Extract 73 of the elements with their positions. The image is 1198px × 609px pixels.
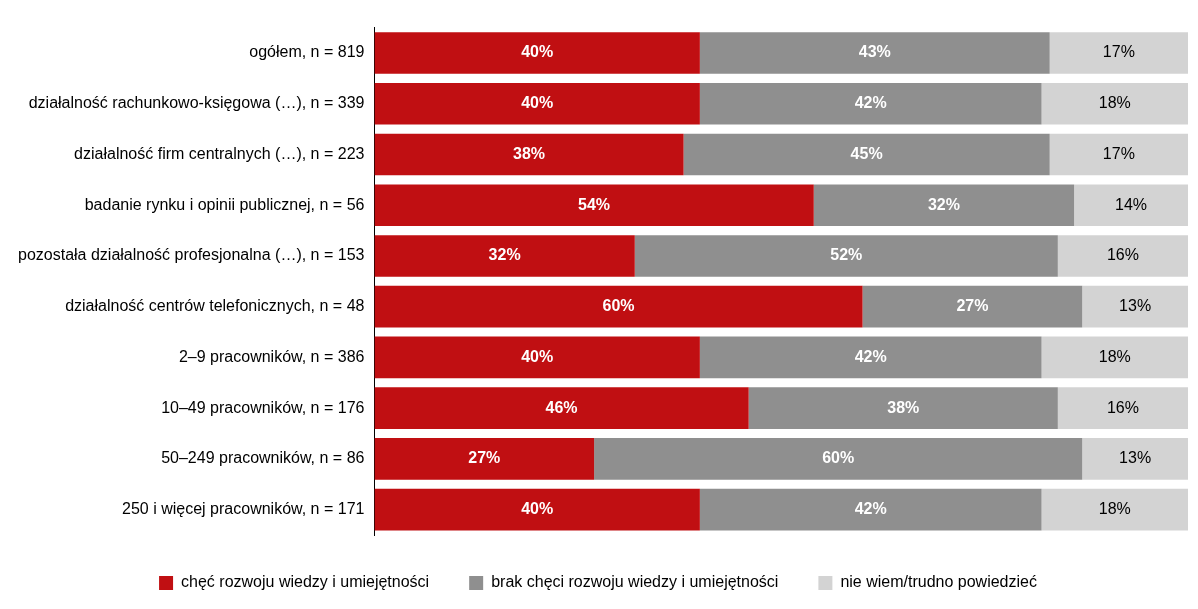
legend-label: chęć rozwoju wiedzy i umiejętności (181, 573, 430, 591)
data-label: 40% (521, 500, 554, 518)
data-label: 32% (488, 246, 521, 264)
bar (683, 133, 1050, 176)
bar (1041, 336, 1188, 379)
data-label: 54% (578, 195, 611, 213)
bar (862, 285, 1083, 328)
data-label: 17% (1102, 43, 1135, 61)
bar (699, 82, 1042, 125)
y-tick-label: ogółem, n = 819 (249, 43, 365, 61)
bar (374, 438, 595, 480)
legend-label: nie wiem/trudno powiedzieć (840, 573, 1037, 591)
bar (1057, 387, 1188, 429)
data-label: 40% (521, 94, 554, 112)
bar (748, 387, 1058, 429)
y-tick-label: pozostała działalność profesjonalna (…), n = 153 (17, 246, 365, 264)
y-tick-label: 2–9 pracowników, n = 386 (178, 347, 365, 365)
data-label: 27% (468, 449, 501, 467)
data-label: 42% (854, 500, 887, 518)
bar (374, 235, 635, 277)
bar (699, 32, 1050, 74)
data-label: 45% (850, 144, 883, 162)
bar (374, 488, 700, 531)
y-tick-label: 10–49 pracowników, n = 176 (161, 398, 365, 416)
bar (374, 32, 700, 74)
bar (1057, 235, 1188, 277)
bar (374, 336, 700, 379)
data-label: 60% (602, 297, 635, 315)
bar (374, 184, 814, 226)
data-label: 40% (521, 43, 554, 61)
data-label: 17% (1102, 144, 1135, 162)
bar (1082, 285, 1188, 328)
y-tick-label: działalność rachunkowo-księgowa (…), n = 339 (28, 94, 365, 112)
data-label: 27% (956, 297, 989, 315)
data-label: 43% (858, 43, 891, 61)
bar (374, 387, 749, 429)
bar (1049, 133, 1188, 176)
bar (374, 82, 700, 125)
y-tick-label: działalność firm centralnych (…), n = 223 (74, 144, 365, 162)
data-label: 16% (1106, 246, 1139, 264)
bar (374, 133, 684, 176)
data-label: 52% (830, 246, 863, 264)
bar (374, 285, 863, 328)
data-label: 14% (1115, 195, 1148, 213)
data-label: 32% (927, 195, 960, 213)
data-label: 38% (887, 398, 920, 416)
legend-label: brak chęci rozwoju wiedzy i umiejętności (491, 573, 779, 591)
bar (699, 488, 1042, 531)
y-tick-label: działalność centrów telefonicznych, n = 48 (65, 297, 365, 315)
bar (1074, 184, 1188, 226)
data-label: 13% (1119, 449, 1152, 467)
data-label: 42% (854, 347, 887, 365)
data-label: 18% (1098, 347, 1131, 365)
bar (813, 184, 1075, 226)
data-label: 13% (1119, 297, 1152, 315)
data-label: 60% (822, 449, 855, 467)
bar (634, 235, 1058, 277)
bar (1041, 82, 1188, 125)
y-tick-label: 50–249 pracowników, n = 86 (161, 449, 365, 467)
data-label: 46% (545, 398, 578, 416)
bar (594, 438, 1083, 480)
data-label: 42% (854, 94, 887, 112)
data-label: 18% (1098, 500, 1131, 518)
y-tick-label: 250 i więcej pracowników, n = 171 (122, 500, 365, 518)
bar (1049, 32, 1188, 74)
bar (1082, 438, 1188, 480)
y-tick-label: badanie rynku i opinii publicznej, n = 56 (84, 195, 365, 213)
data-label: 16% (1106, 398, 1139, 416)
data-label: 40% (521, 347, 554, 365)
bar (1041, 488, 1188, 531)
data-label: 38% (512, 144, 546, 162)
bar (699, 336, 1042, 379)
data-label: 18% (1098, 94, 1131, 112)
